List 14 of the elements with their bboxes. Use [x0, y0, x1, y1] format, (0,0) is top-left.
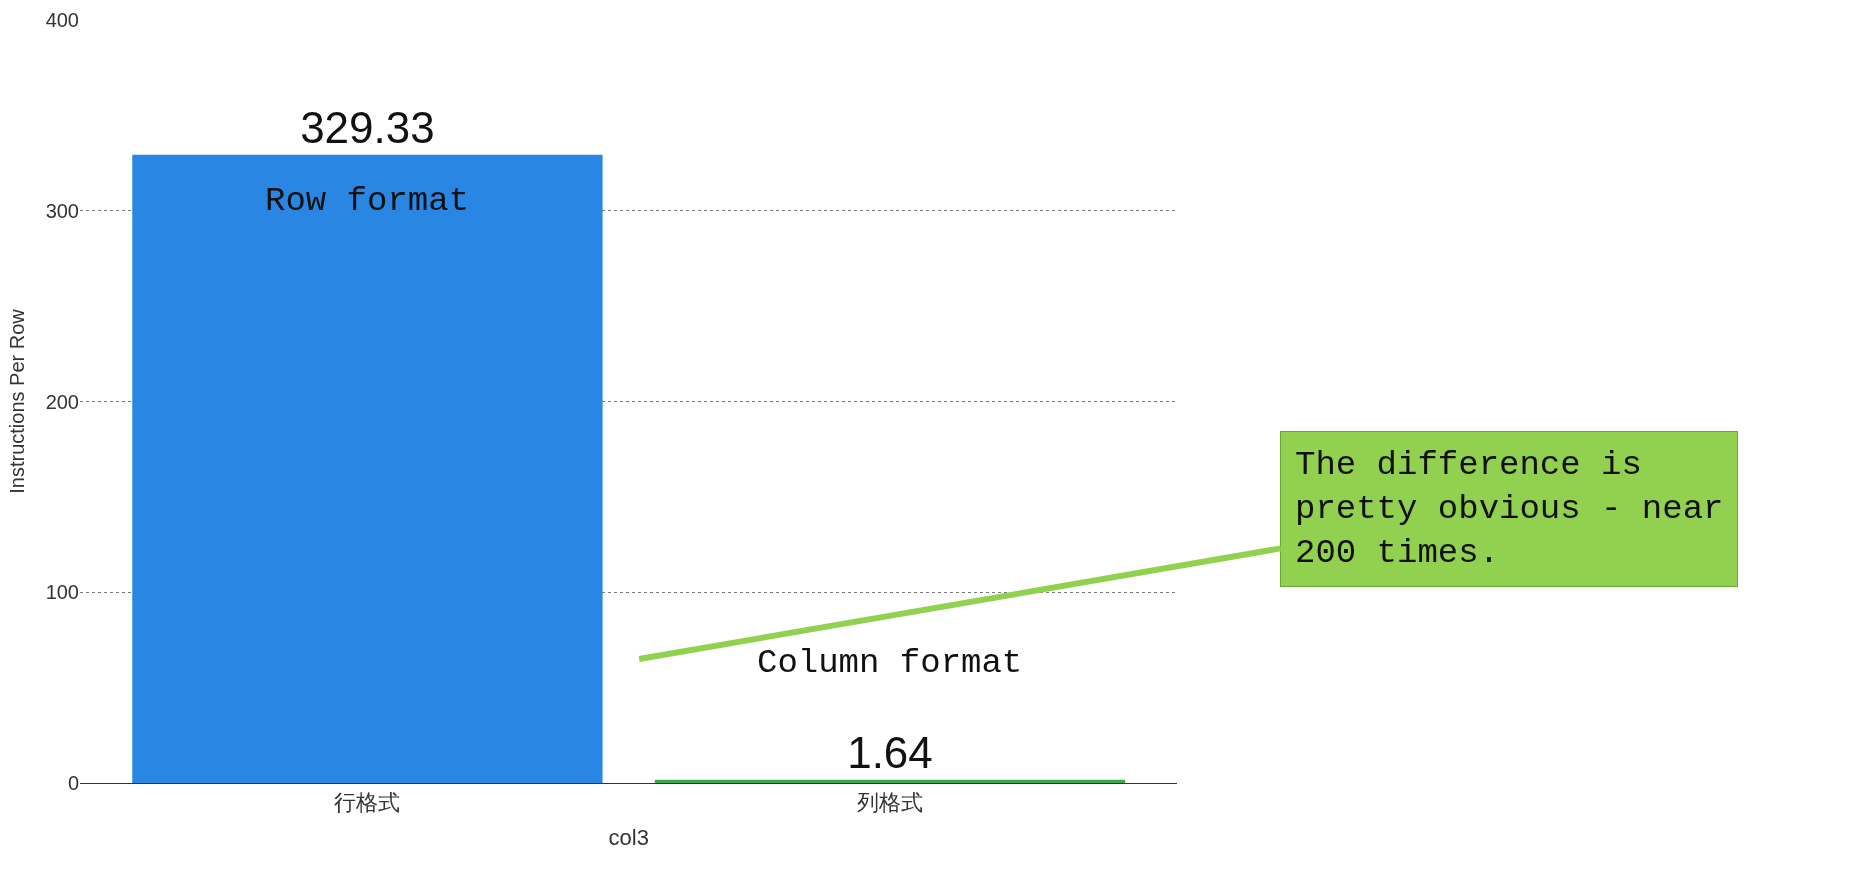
y-tick-label: 100 — [45, 581, 79, 604]
y-tick-label: 200 — [45, 390, 79, 413]
data-label: 329.33 — [300, 102, 435, 152]
annotation: Column format — [757, 644, 1023, 682]
data-label: 1.64 — [847, 727, 933, 777]
y-tick-label: 0 — [67, 772, 79, 794]
annotation: Row format — [265, 182, 470, 220]
y-tick-label: 300 — [45, 199, 79, 222]
text: The difference is pretty obvious - near 200 times. — [1295, 446, 1724, 573]
x-axis-title: col3 — [608, 825, 649, 851]
x-tick-label: 列格式 — [856, 790, 923, 816]
y-tick-label: 400 — [45, 9, 79, 31]
x-tick-label: 行格式 — [334, 790, 401, 816]
y-axis-title: Instructions Per Row — [6, 308, 29, 494]
